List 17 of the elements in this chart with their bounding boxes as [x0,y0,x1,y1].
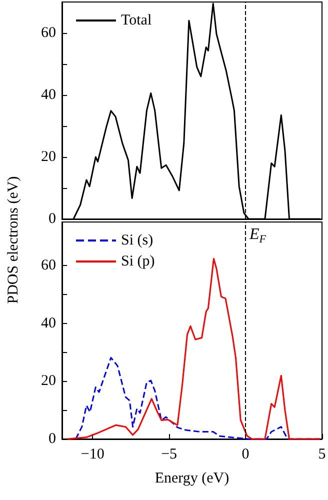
legend-label: Si (s) [121,232,154,248]
y-tick-label: 40 [41,87,56,103]
legend-label: Total [121,12,152,28]
legend-label: Si (p) [121,254,155,270]
x-axis-title: Energy (eV) [154,470,230,486]
x-tick-label: −10 [80,446,104,462]
y-tick-label: 60 [41,257,56,274]
y-tick-label: 0 [48,211,56,227]
x-tick-label: 0 [242,446,250,462]
y-tick-label: 20 [41,149,56,165]
y-axis-title: PDOS electrons (eV) [6,176,22,304]
x-tick-label: 5 [318,446,326,462]
y-tick-label: 0 [48,431,56,447]
y-tick-label: 40 [41,315,56,332]
y-tick-label: 60 [41,25,56,41]
x-tick-label: −5 [161,446,178,462]
y-tick-label: 20 [41,373,56,390]
